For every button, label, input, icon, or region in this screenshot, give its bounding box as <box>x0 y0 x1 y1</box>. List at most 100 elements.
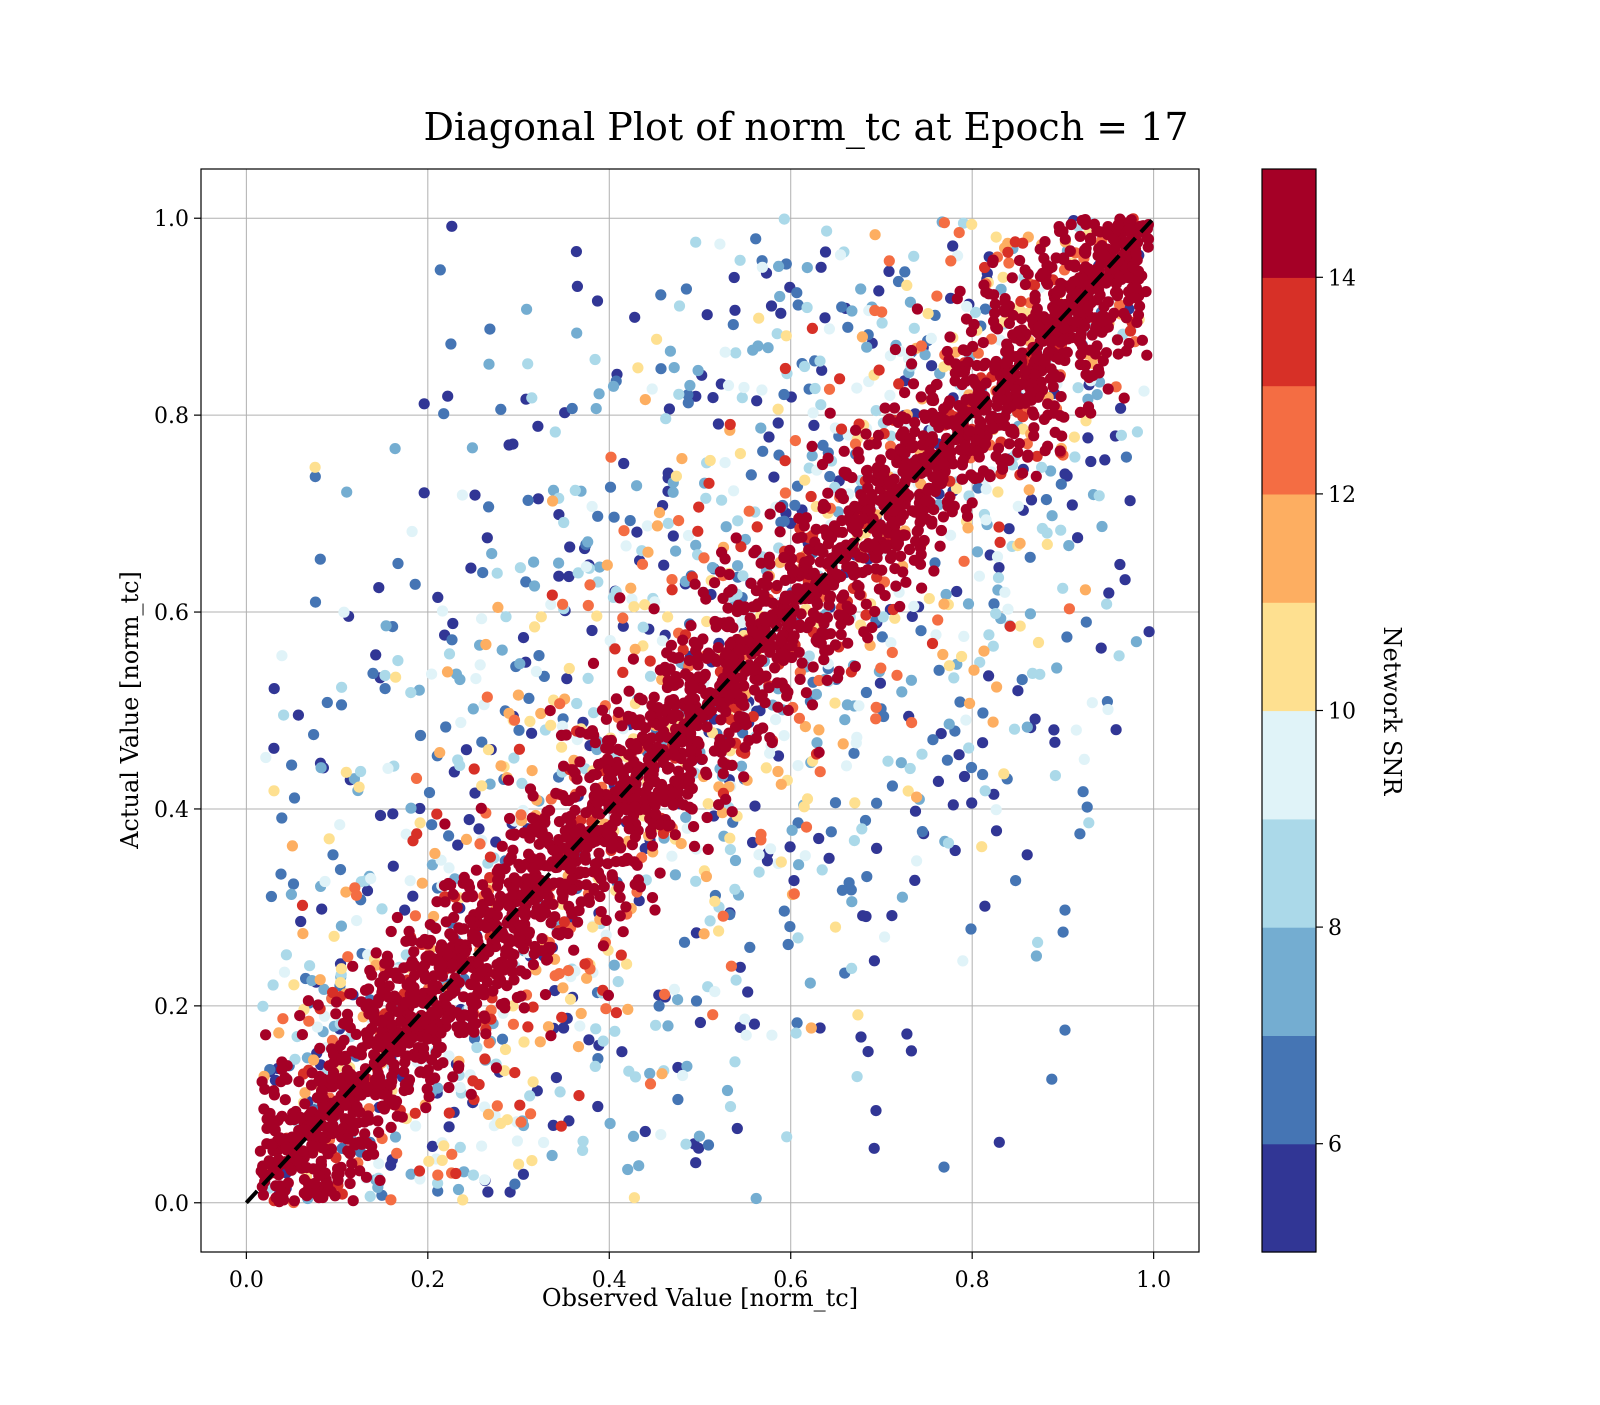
scatter-point <box>700 593 712 605</box>
scatter-point <box>387 1095 399 1107</box>
scatter-point <box>604 481 617 493</box>
scatter-point <box>414 802 426 815</box>
scatter-point <box>834 249 847 261</box>
scatter-point <box>299 1087 311 1099</box>
scatter-point <box>372 997 384 1009</box>
scatter-point <box>1055 391 1067 403</box>
scatter-point <box>689 578 701 590</box>
scatter-point <box>1069 259 1081 271</box>
scatter-point <box>465 1088 477 1100</box>
scatter-point <box>569 826 581 839</box>
scatter-point <box>808 419 820 431</box>
scatter-point <box>772 765 784 778</box>
scatter-point <box>658 788 670 800</box>
scatter-point <box>458 871 470 884</box>
scatter-point <box>293 1076 305 1088</box>
scatter-point <box>426 859 438 871</box>
scatter-point <box>265 890 277 903</box>
scatter-point <box>664 345 677 357</box>
scatter-point <box>811 598 824 611</box>
scatter-point <box>1120 451 1132 463</box>
scatter-point <box>989 358 1001 370</box>
colorbar-tick-label: 10 <box>1328 700 1356 725</box>
scatter-point <box>685 743 698 756</box>
scatter-point <box>384 1054 396 1066</box>
scatter-point <box>496 840 508 852</box>
scatter-point <box>589 1060 601 1072</box>
scatter-point <box>591 610 603 622</box>
colorbar-segment <box>1262 818 1316 928</box>
scatter-point <box>570 246 583 258</box>
scatter-point <box>1088 218 1100 230</box>
scatter-point <box>813 746 825 759</box>
scatter-point <box>556 720 569 732</box>
scatter-point <box>736 392 748 404</box>
scatter-point <box>1125 214 1137 226</box>
scatter-point <box>568 847 580 860</box>
scatter-point <box>518 1002 530 1014</box>
scatter-point <box>899 387 911 399</box>
scatter-point <box>823 383 836 395</box>
scatter-point <box>463 814 475 826</box>
scatter-point <box>1042 440 1054 452</box>
scatter-point <box>717 592 729 605</box>
scatter-point <box>734 254 746 266</box>
scatter-point <box>842 637 854 649</box>
scatter-point <box>364 1190 376 1202</box>
scatter-point <box>1124 325 1137 337</box>
scatter-point <box>526 727 538 739</box>
scatter-point <box>553 816 566 828</box>
scatter-point <box>838 589 850 601</box>
scatter-point <box>713 925 725 937</box>
scatter-point <box>610 1007 623 1019</box>
scatter-point <box>882 414 894 426</box>
scatter-point <box>1095 642 1107 654</box>
scatter-point <box>1130 636 1142 648</box>
scatter-point <box>676 736 688 748</box>
scatter-point <box>1031 303 1043 315</box>
scatter-point <box>632 362 644 374</box>
x-tick-label: 0.0 <box>229 1268 264 1293</box>
scatter-point <box>889 612 901 624</box>
scatter-point <box>608 959 620 971</box>
scatter-point <box>515 809 527 821</box>
scatter-point <box>690 236 702 248</box>
scatter-point <box>859 814 872 827</box>
scatter-point <box>895 757 907 769</box>
scatter-point <box>801 793 814 805</box>
scatter-point <box>756 654 768 666</box>
scatter-point <box>672 1093 684 1106</box>
scatter-point <box>443 1121 455 1133</box>
scatter-point <box>990 231 1002 243</box>
scatter-point <box>902 785 914 797</box>
scatter-point <box>277 1013 289 1025</box>
scatter-point <box>629 311 641 323</box>
scatter-point <box>717 910 729 922</box>
scatter-point <box>541 806 553 818</box>
scatter-point <box>755 557 767 569</box>
scatter-point <box>1003 257 1015 269</box>
scatter-point <box>518 1036 530 1048</box>
scatter-point <box>268 683 280 695</box>
scatter-point <box>930 629 942 641</box>
scatter-point <box>476 1140 488 1152</box>
scatter-point <box>890 580 902 592</box>
scatter-point <box>546 1149 558 1162</box>
scatter-point <box>970 434 982 446</box>
scatter-point <box>729 1056 741 1068</box>
scatter-point <box>861 464 874 476</box>
scatter-point <box>709 577 721 589</box>
scatter-point <box>1031 450 1043 462</box>
scatter-point <box>1058 334 1070 346</box>
scatter-point <box>607 380 620 392</box>
scatter-point <box>429 1072 441 1084</box>
scatter-point <box>617 620 629 632</box>
scatter-point <box>1026 313 1038 325</box>
scatter-point <box>405 802 417 814</box>
scatter-point <box>439 896 451 908</box>
scatter-point <box>701 721 713 733</box>
scatter-point <box>993 521 1005 533</box>
scatter-point <box>617 666 629 679</box>
scatter-point <box>407 890 419 902</box>
